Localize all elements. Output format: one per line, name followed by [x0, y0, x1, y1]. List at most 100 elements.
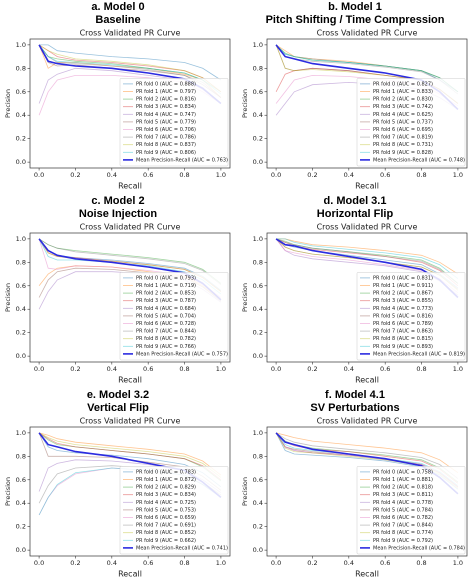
y-tick-label: 0.0	[253, 158, 263, 166]
x-tick-label: 0.4	[344, 365, 354, 373]
y-tick-label: 0.8	[16, 258, 26, 266]
legend-label: PR fold 5 (AUC = 0.737)	[373, 119, 433, 125]
x-tick-label: 0.4	[344, 171, 354, 179]
legend-label: PR fold 5 (AUC = 0.704)	[136, 313, 196, 319]
y-tick-label: 0.0	[16, 158, 26, 166]
fold-curve	[38, 44, 222, 93]
fold-curve	[39, 432, 222, 476]
legend-label: PR fold 8 (AUC = 0.774)	[373, 530, 433, 536]
x-tick-label: 0.8	[179, 559, 189, 567]
legend-label: PR fold 3 (AUC = 0.811)	[373, 492, 433, 498]
y-tick-label: 0.6	[16, 282, 26, 290]
y-tick-label: 0.0	[253, 546, 263, 554]
legend-label: PR fold 5 (AUC = 0.779)	[136, 119, 196, 125]
x-tick-label: 0.6	[143, 365, 153, 373]
x-tick-label: 0.0	[34, 365, 44, 373]
x-tick-label: 1.0	[453, 365, 463, 373]
legend-label: PR fold 7 (AUC = 0.819)	[373, 135, 433, 141]
legend-box	[119, 466, 229, 555]
x-tick-label: 0.2	[70, 559, 80, 567]
legend-label: PR fold 4 (AUC = 0.778)	[373, 500, 433, 506]
legend-label: PR fold 6 (AUC = 0.728)	[136, 321, 196, 327]
legend-label: PR fold 0 (AUC = 0.793)	[136, 275, 196, 281]
legend-label: PR fold 3 (AUC = 0.855)	[373, 298, 433, 304]
legend-label: PR fold 6 (AUC = 0.706)	[136, 127, 196, 133]
x-tick-label: 0.6	[143, 171, 153, 179]
legend-label: PR fold 2 (AUC = 0.816)	[136, 97, 196, 103]
legend-label: PR fold 1 (AUC = 0.719)	[136, 283, 196, 289]
legend-box	[356, 272, 466, 361]
x-tick-label: 0.0	[34, 559, 44, 567]
legend-label: PR fold 4 (AUC = 0.747)	[136, 112, 196, 118]
fold-curve	[38, 432, 222, 482]
chart-title: Cross Validated PR Curve	[317, 29, 418, 38]
legend-label: Mean Precision-Recall (AUC = 0.763)	[136, 157, 228, 163]
legend-label: PR fold 8 (AUC = 0.852)	[136, 530, 196, 536]
x-tick-label: 0.6	[380, 365, 390, 373]
y-tick-label: 0.6	[253, 282, 263, 290]
y-tick-label: 0.4	[253, 305, 263, 313]
x-tick-label: 0.4	[107, 171, 117, 179]
legend-label: Mean Precision-Recall (AUC = 0.741)	[136, 545, 228, 551]
legend-label: PR fold 6 (AUC = 0.659)	[136, 515, 196, 521]
legend-label: PR fold 5 (AUC = 0.784)	[373, 507, 433, 513]
legend-label: PR fold 0 (AUC = 0.827)	[373, 81, 433, 87]
y-tick-label: 0.0	[16, 352, 26, 360]
legend-label: PR fold 8 (AUC = 0.837)	[136, 142, 196, 148]
x-axis-label: Recall	[355, 376, 379, 385]
y-tick-label: 1.0	[253, 41, 263, 49]
legend-label: PR fold 5 (AUC = 0.816)	[373, 313, 433, 319]
legend-label: PR fold 9 (AUC = 0.828)	[373, 150, 433, 156]
y-axis-label: Precision	[241, 283, 249, 312]
fold-curve	[275, 44, 459, 93]
fold-curve	[275, 432, 459, 479]
legend-box	[119, 78, 229, 167]
x-tick-label: 0.8	[416, 559, 426, 567]
fold-curve	[38, 238, 222, 284]
chart-title: Cross Validated PR Curve	[317, 223, 418, 232]
chart-title: Cross Validated PR Curve	[80, 29, 181, 38]
legend-label: PR fold 1 (AUC = 0.797)	[136, 89, 196, 95]
legend-label: PR fold 2 (AUC = 0.853)	[136, 291, 196, 297]
y-tick-label: 0.0	[16, 546, 26, 554]
legend-label: Mean Precision-Recall (AUC = 0.784)	[373, 545, 465, 551]
x-tick-label: 0.0	[34, 171, 44, 179]
y-tick-label: 0.6	[16, 88, 26, 96]
panel-subtitle: Noise Injection	[79, 208, 158, 220]
legend-label: PR fold 3 (AUC = 0.787)	[136, 298, 196, 304]
x-tick-label: 1.0	[216, 559, 226, 567]
y-tick-label: 0.8	[16, 452, 26, 460]
fold-curve	[275, 44, 459, 93]
x-tick-label: 0.4	[107, 559, 117, 567]
x-tick-label: 0.2	[307, 171, 317, 179]
legend-label: PR fold 4 (AUC = 0.625)	[373, 112, 433, 118]
fold-curve	[276, 238, 459, 275]
x-tick-label: 0.2	[70, 171, 80, 179]
y-axis-label: Precision	[4, 283, 12, 312]
y-tick-label: 0.6	[253, 88, 263, 96]
legend-label: PR fold 6 (AUC = 0.782)	[373, 515, 433, 521]
x-tick-label: 0.6	[143, 559, 153, 567]
legend-label: PR fold 2 (AUC = 0.829)	[136, 485, 196, 491]
legend-box	[356, 78, 466, 167]
chart-title: Cross Validated PR Curve	[80, 417, 181, 426]
legend-box	[119, 272, 229, 361]
y-tick-label: 0.2	[253, 523, 263, 531]
x-tick-label: 0.4	[344, 559, 354, 567]
x-axis-label: Recall	[118, 182, 142, 191]
fold-curve	[275, 44, 459, 93]
legend-label: Mean Precision-Recall (AUC = 0.748)	[373, 157, 465, 163]
x-tick-label: 0.8	[416, 171, 426, 179]
legend-label: PR fold 0 (AUC = 0.783)	[136, 469, 196, 475]
fold-curve	[38, 44, 222, 93]
legend-label: PR fold 0 (AUC = 0.758)	[373, 469, 433, 475]
fold-curve	[276, 432, 459, 474]
legend-label: PR fold 5 (AUC = 0.753)	[136, 507, 196, 513]
y-tick-label: 0.0	[253, 352, 263, 360]
fold-curve	[38, 432, 222, 481]
